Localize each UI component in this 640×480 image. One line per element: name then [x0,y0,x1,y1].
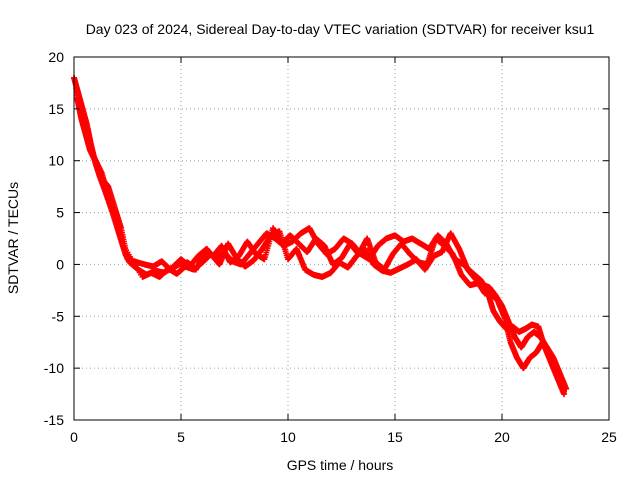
x-axis-label: GPS time / hours [287,457,394,473]
data-point [563,385,570,392]
x-tick-label: 10 [280,429,296,445]
y-axis-label: SDTVAR / TECUs [5,182,21,294]
y-tick-label: 0 [56,256,64,272]
x-axis-ticks: 0 5 10 15 20 25 [70,57,617,445]
x-tick-label: 20 [494,429,510,445]
data-marks [71,74,570,398]
data-point [561,391,568,398]
series-3 [74,95,570,392]
series-2 [73,85,565,387]
x-tick-label: 0 [70,429,78,445]
chart-title: Day 023 of 2024, Sidereal Day-to-day VTE… [86,21,595,37]
y-tick-label: 10 [48,153,64,169]
plot-frame [73,56,610,421]
grid [74,57,609,420]
x-tick-label: 5 [177,429,185,445]
x-tick-label: 15 [387,429,403,445]
y-axis-ticks: -15 -10 -5 0 5 10 15 20 [44,49,609,428]
y-tick-label: 20 [48,49,64,65]
y-tick-label: -5 [52,308,65,324]
series-1 [71,74,568,398]
y-tick-label: -10 [44,360,64,376]
x-tick-label: 25 [601,429,617,445]
y-tick-label: -15 [44,412,64,428]
y-tick-label: 15 [48,101,64,117]
y-tick-label: 5 [56,205,64,221]
